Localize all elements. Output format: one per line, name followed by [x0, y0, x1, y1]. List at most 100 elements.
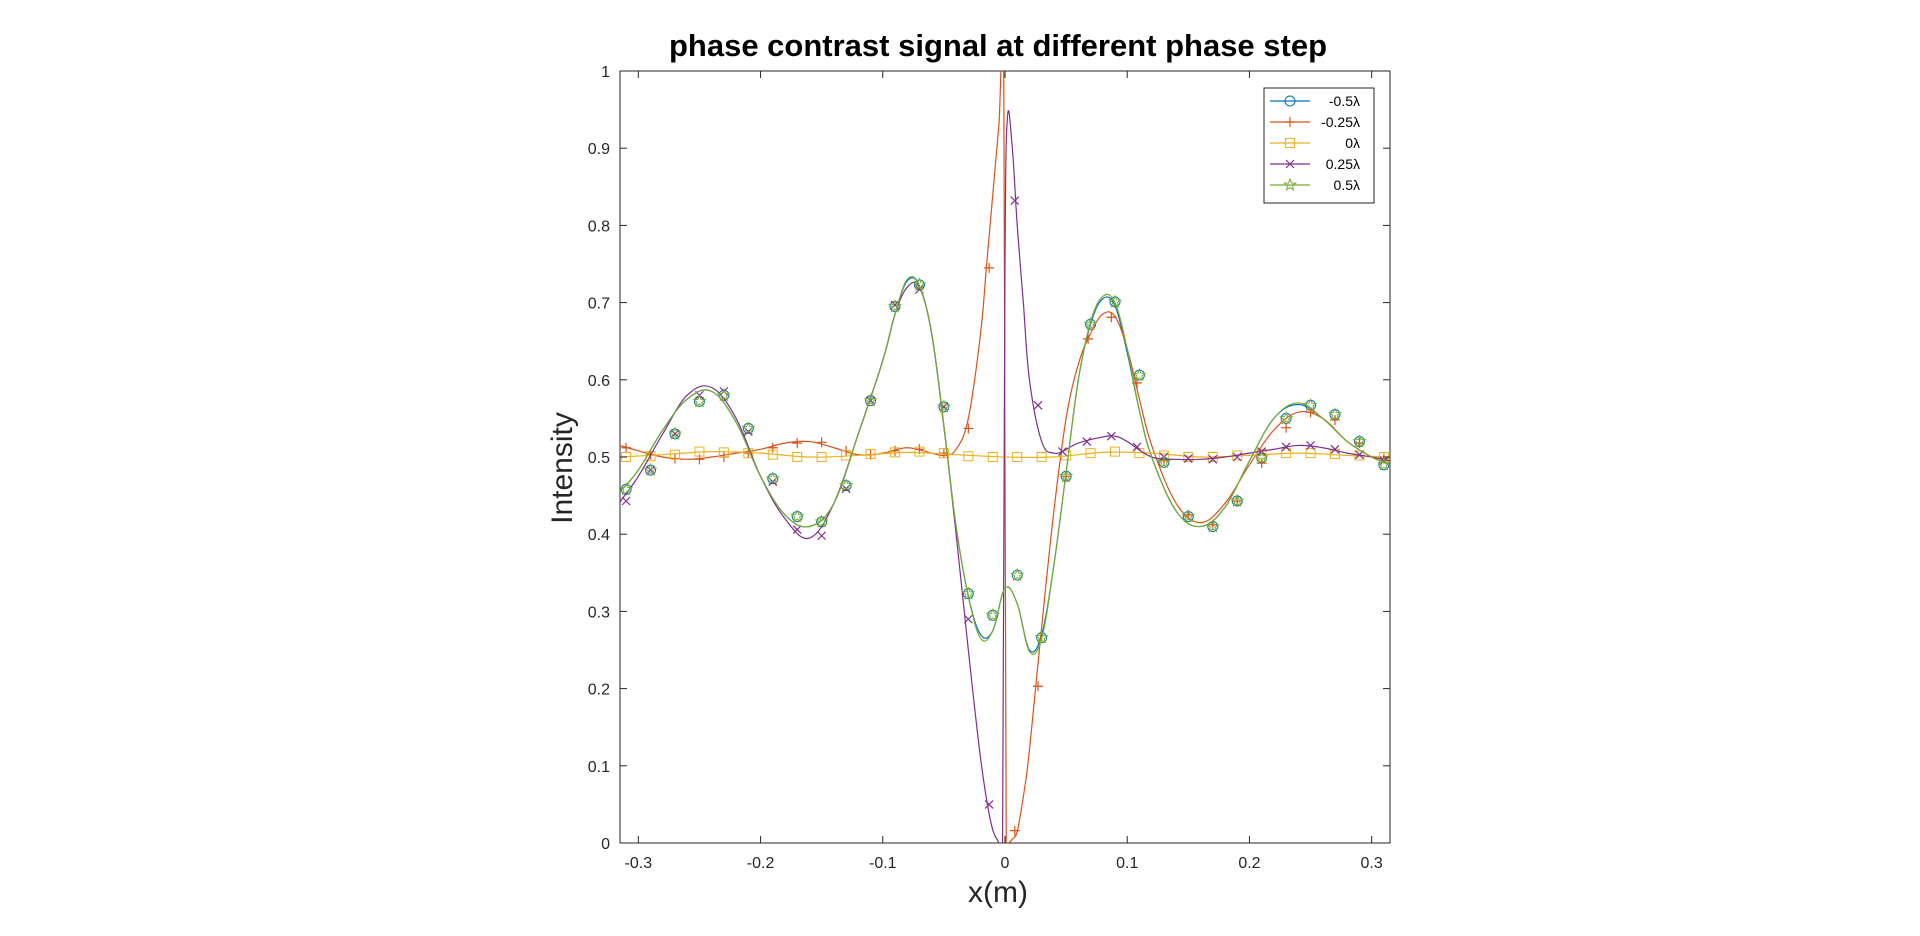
data-point [667, 426, 683, 440]
data-point [1083, 316, 1098, 331]
data-point [1106, 312, 1117, 323]
data-point [1279, 410, 1294, 425]
data-point [1059, 468, 1074, 483]
x-tick-label: 0.3 [1361, 855, 1383, 872]
data-point [1012, 452, 1023, 462]
data-point [814, 514, 829, 528]
data-point [1033, 400, 1043, 410]
data-point [1034, 630, 1049, 644]
data-point [863, 393, 878, 407]
data-point [718, 447, 729, 458]
data-point [1082, 437, 1092, 446]
x-tick-label: -0.3 [625, 855, 653, 872]
legend-marker [1285, 138, 1295, 148]
data-point [621, 496, 631, 506]
y-tick-label: 0 [601, 836, 610, 853]
data-point [1281, 422, 1292, 433]
y-tick-label: 0.5 [588, 450, 610, 467]
data-point [1303, 397, 1318, 412]
data-point [1205, 519, 1220, 533]
data-point [1010, 567, 1025, 582]
data-point [767, 442, 778, 453]
legend-marker [1285, 159, 1295, 169]
data-point [912, 277, 927, 291]
series-line [620, 109, 1390, 843]
data-point [817, 531, 827, 541]
y-tick-label: 0.1 [588, 759, 610, 776]
data-point [938, 448, 949, 459]
y-tick-label: 0.4 [588, 527, 610, 544]
data-point [765, 471, 780, 485]
data-point [1305, 407, 1316, 418]
data-point [961, 586, 976, 600]
series-group [620, 71, 1390, 843]
data-point [1330, 444, 1340, 454]
x-tick-label: 0 [1001, 855, 1010, 872]
legend-marker [1284, 95, 1296, 107]
data-point [719, 386, 729, 396]
data-point [1256, 448, 1267, 459]
data-point [1009, 825, 1020, 836]
data-point [816, 437, 827, 448]
x-axis-label: x(m) [968, 876, 1028, 909]
data-point [1230, 493, 1245, 508]
legend-label: 0.5λ [1334, 177, 1360, 193]
legend-label: 0λ [1345, 135, 1360, 151]
data-point [645, 451, 656, 462]
series-line [620, 275, 1390, 655]
data-point [1132, 442, 1142, 452]
data-point [914, 446, 925, 457]
data-point [694, 446, 705, 457]
data-point [1281, 448, 1292, 459]
data-point [1232, 452, 1242, 462]
data-point [620, 481, 634, 496]
data-point [984, 799, 994, 809]
data-point [865, 448, 876, 459]
data-point [1352, 434, 1367, 448]
data-point [890, 447, 900, 458]
legend-label: -0.25λ [1321, 114, 1360, 130]
plot-area [619, 70, 1391, 844]
y-tick-label: 0.8 [588, 218, 610, 235]
data-point [1085, 448, 1096, 459]
y-axis-label: Intensity [546, 412, 579, 524]
data-point [670, 453, 680, 464]
y-tick-label: 1 [601, 64, 610, 81]
series-line [620, 71, 1390, 843]
data-point [839, 478, 854, 492]
data-point [1036, 452, 1047, 462]
legend-label: 0.25λ [1326, 156, 1360, 172]
data-point [1183, 452, 1194, 462]
data-point [985, 607, 1000, 622]
legend: -0.5λ -0.25λ 0λ 0.25λ 0.5λ [1263, 87, 1375, 204]
data-point [741, 421, 756, 435]
data-point [1305, 448, 1316, 459]
series-4 [620, 275, 1390, 655]
data-point [1376, 457, 1390, 471]
data-point [1061, 450, 1072, 461]
data-point [963, 451, 974, 462]
data-point [767, 449, 778, 460]
x-tick-label: -0.1 [869, 855, 897, 872]
data-point [716, 387, 731, 402]
legend-label: -0.5λ [1329, 93, 1360, 109]
data-point [987, 452, 998, 462]
y-tick-label: 0.7 [588, 296, 610, 313]
y-tick-label: 0.6 [588, 373, 610, 390]
x-tick-label: -0.2 [747, 855, 775, 872]
data-point [1327, 407, 1343, 421]
data-point [1254, 450, 1269, 464]
data-point [1158, 450, 1169, 461]
data-point [792, 525, 802, 534]
data-point [1208, 454, 1218, 464]
data-point [936, 399, 951, 413]
data-point [790, 508, 805, 523]
data-point [1306, 440, 1315, 450]
data-point [1156, 454, 1171, 469]
data-point [1207, 452, 1218, 462]
legend-box [1263, 87, 1375, 204]
legend-marker [1282, 177, 1298, 192]
series-3 [620, 109, 1390, 843]
x-tick-label: 0.2 [1238, 855, 1260, 872]
data-point [1183, 454, 1193, 463]
